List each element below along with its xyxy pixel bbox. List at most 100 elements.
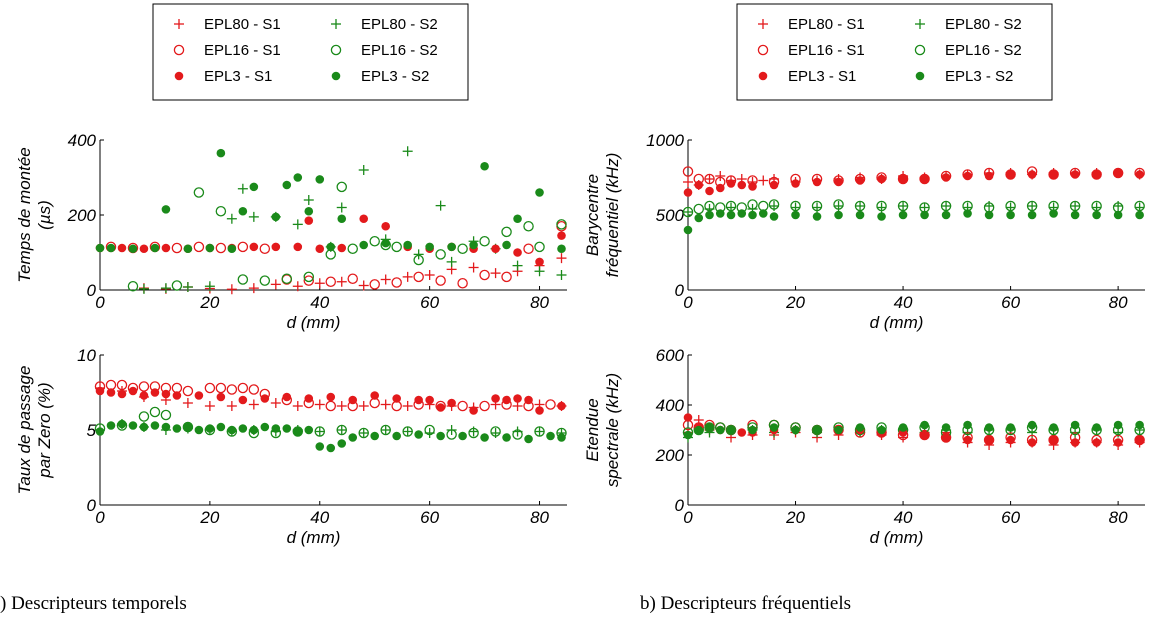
- data-point: [248, 283, 259, 294]
- data-point: [1092, 423, 1101, 432]
- caption-left: ) Descripteurs temporels: [0, 593, 187, 614]
- data-point: [469, 240, 478, 250]
- data-point: [1005, 200, 1016, 212]
- x-tick-label: 0: [95, 293, 105, 312]
- data-point: [127, 280, 139, 292]
- data-point: [359, 240, 369, 250]
- data-point: [248, 399, 259, 410]
- series-epl3-s2: [683, 209, 1144, 235]
- data-point: [403, 240, 412, 250]
- x-tick-label: 60: [1001, 508, 1020, 527]
- data-point: [326, 242, 336, 252]
- y-tick-label: 200: [67, 206, 97, 225]
- data-point: [391, 241, 402, 253]
- series-epl80-s2: [138, 146, 567, 294]
- chart-spectral-spread: 0 20 40 60 80 0 200 400 600 d (mm) Etendue spectral…: [583, 346, 1145, 547]
- data-point: [811, 424, 823, 436]
- data-point: [358, 280, 369, 291]
- data-point: [282, 392, 292, 402]
- legend-marker: [331, 71, 341, 81]
- data-point: [359, 214, 369, 224]
- data-point: [259, 275, 271, 286]
- data-point: [402, 426, 413, 437]
- data-point: [512, 260, 523, 271]
- data-point: [226, 401, 237, 411]
- data-point: [768, 199, 780, 210]
- y-axis-label: fréquentiel (kHz): [603, 153, 622, 278]
- data-point: [249, 425, 259, 435]
- data-point: [325, 276, 337, 287]
- data-point: [370, 431, 380, 441]
- data-point: [811, 200, 823, 212]
- legend-marker: [915, 19, 925, 29]
- data-point: [150, 243, 160, 253]
- data-point: [347, 243, 358, 254]
- data-point: [106, 243, 116, 253]
- data-point: [413, 271, 424, 283]
- data-point: [812, 212, 822, 221]
- data-point: [369, 235, 380, 247]
- data-point: [271, 242, 281, 252]
- y-axis-label: par Zero (%): [35, 382, 54, 478]
- legend-box: [152, 3, 469, 101]
- data-point: [1091, 169, 1102, 180]
- y-tick-label: 400: [656, 396, 685, 415]
- data-point: [557, 433, 566, 442]
- legend-marker: [914, 44, 926, 56]
- legend-marker: [330, 44, 342, 56]
- data-point: [95, 243, 105, 253]
- data-point: [812, 177, 822, 187]
- data-point: [171, 280, 183, 291]
- data-point: [325, 400, 337, 412]
- data-point: [358, 165, 369, 175]
- data-point: [304, 394, 314, 403]
- data-point: [402, 271, 413, 282]
- legend-label: EPL3 - S1: [788, 68, 856, 85]
- data-point: [183, 244, 193, 254]
- data-point: [205, 424, 215, 433]
- data-point: [292, 426, 304, 437]
- data-point: [425, 242, 434, 252]
- data-point: [205, 243, 215, 253]
- data-point: [446, 256, 457, 267]
- data-point: [683, 188, 693, 197]
- data-point: [725, 424, 737, 436]
- data-point: [282, 180, 292, 190]
- data-point: [216, 422, 226, 432]
- data-point: [446, 429, 457, 440]
- data-point: [149, 406, 161, 418]
- data-point: [337, 214, 347, 224]
- data-point: [293, 427, 303, 436]
- data-point: [106, 388, 116, 397]
- data-point: [469, 406, 478, 415]
- data-point: [877, 212, 886, 221]
- data-point: [436, 403, 445, 412]
- chart-zero-crossing: 0 20 40 60 80 0 5 10 d (mm) Taux de passage par Ze…: [15, 346, 567, 547]
- data-point: [535, 188, 544, 197]
- data-point: [545, 399, 556, 410]
- series-epl3-s2: [95, 419, 566, 453]
- x-axis-label: d (mm): [870, 313, 924, 332]
- data-point: [941, 423, 951, 432]
- data-point: [854, 200, 866, 212]
- data-point: [161, 205, 171, 214]
- x-axis-label: d (mm): [870, 528, 924, 547]
- data-point: [1113, 438, 1123, 447]
- x-tick-label: 0: [683, 508, 693, 527]
- data-point: [941, 173, 951, 182]
- data-point: [791, 179, 800, 188]
- data-point: [457, 277, 468, 289]
- y-tick-label: 0: [87, 496, 97, 515]
- data-point: [237, 241, 249, 253]
- data-point: [468, 262, 479, 273]
- data-point: [1092, 170, 1101, 179]
- data-point: [402, 401, 413, 411]
- y-axis-label: (µs): [35, 200, 54, 230]
- data-point: [468, 427, 479, 439]
- data-point: [348, 395, 358, 405]
- data-point: [501, 226, 512, 238]
- data-point: [715, 425, 725, 435]
- data-point: [106, 421, 116, 430]
- x-tick-label: 60: [420, 293, 439, 312]
